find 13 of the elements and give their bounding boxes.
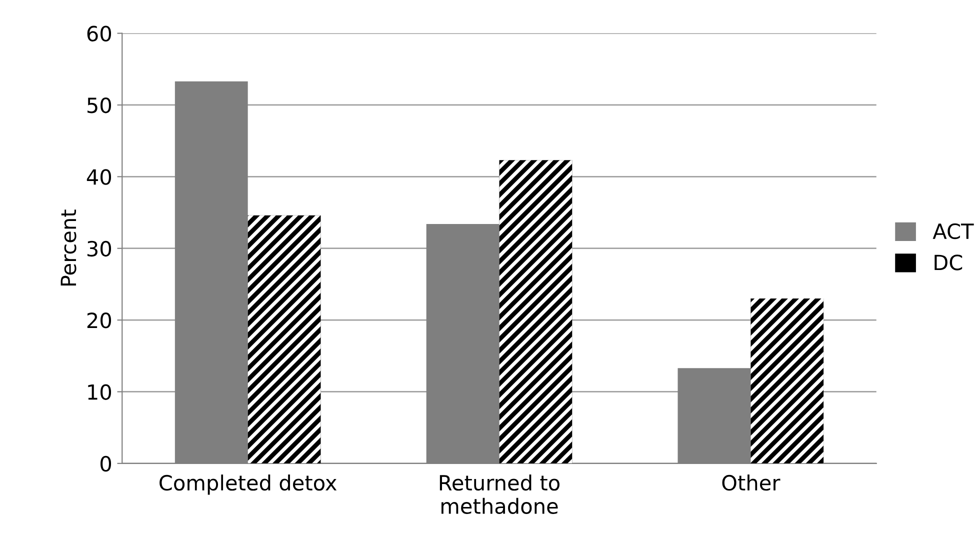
y-axis-title: Percent	[60, 210, 76, 286]
x-tick-label: Returned to methadone	[440, 474, 560, 514]
y-tick-label: 10	[88, 384, 112, 400]
x-tick-label: Other	[722, 474, 780, 491]
y-tick-label: 40	[86, 169, 112, 185]
legend-label: DC	[934, 254, 962, 270]
legend-label: ACT	[932, 223, 974, 240]
x-tick-label: Completed detox	[160, 474, 337, 495]
y-tick-label: 0	[100, 456, 112, 472]
y-tick-label: 50	[88, 97, 112, 114]
y-tick-label: 30	[87, 240, 112, 257]
y-tick-label: 60	[87, 26, 112, 42]
y-tick-label: 20	[87, 312, 112, 328]
